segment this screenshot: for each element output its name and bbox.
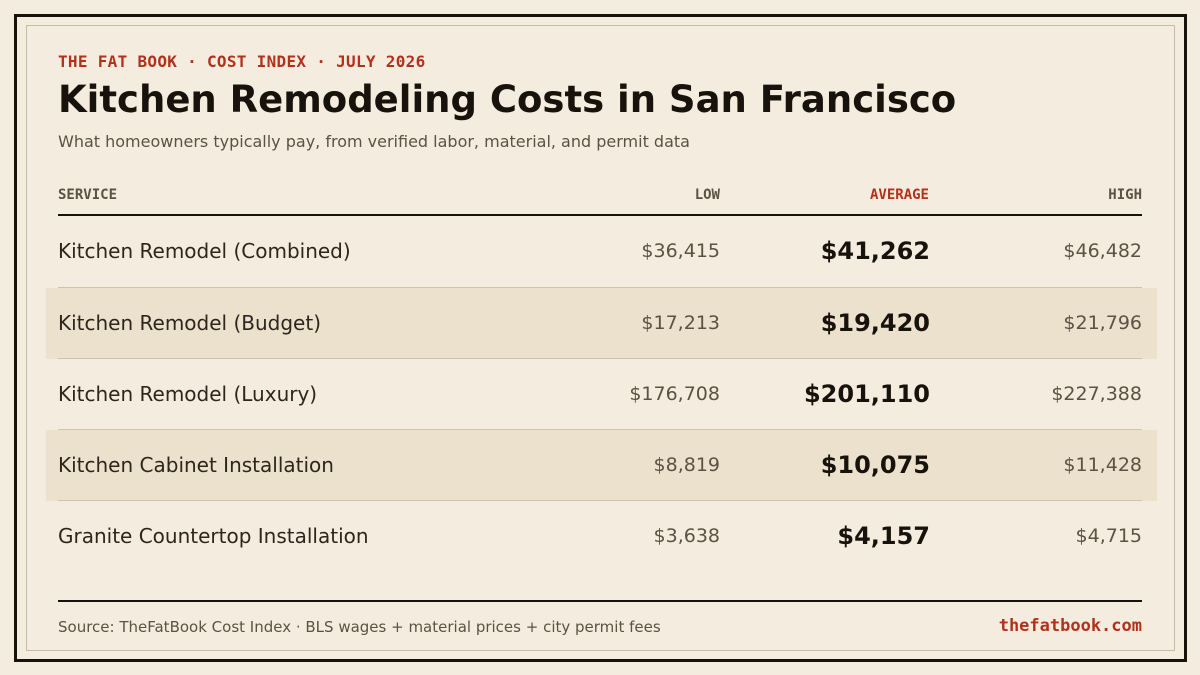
- page-subtitle: What homeowners typically pay, from veri…: [58, 132, 690, 151]
- average-price: $41,262: [820, 237, 930, 265]
- low-price: $176,708: [629, 383, 720, 405]
- high-price: $4,715: [1075, 525, 1142, 547]
- table-row: Granite Countertop Installation $3,638 $…: [46, 501, 1157, 572]
- average-price: $19,420: [820, 309, 930, 337]
- average-price: $201,110: [803, 380, 930, 408]
- table-row: Kitchen Cabinet Installation $8,819 $10,…: [46, 430, 1157, 501]
- inner-frame: [26, 25, 1175, 651]
- low-price: $17,213: [641, 312, 720, 334]
- high-price: $46,482: [1063, 240, 1142, 262]
- table-row: Kitchen Remodel (Luxury) $176,708 $201,1…: [46, 359, 1157, 430]
- kicker: THE FAT BOOK · COST INDEX · JULY 2026: [58, 52, 426, 71]
- column-header-low: LOW: [694, 187, 720, 203]
- column-header-average: AVERAGE: [869, 187, 929, 203]
- low-price: $36,415: [641, 240, 720, 262]
- header-rule: [58, 214, 1142, 216]
- service-name: Kitchen Cabinet Installation: [58, 453, 334, 477]
- low-price: $3,638: [653, 525, 720, 547]
- table-row: Kitchen Remodel (Combined) $36,415 $41,2…: [46, 216, 1157, 287]
- low-price: $8,819: [653, 454, 720, 476]
- footer-rule: [58, 600, 1142, 602]
- column-header-high: HIGH: [1108, 187, 1142, 203]
- row-divider: [58, 358, 1142, 359]
- high-price: $11,428: [1063, 454, 1142, 476]
- page-title: Kitchen Remodeling Costs in San Francisc…: [58, 78, 957, 121]
- service-name: Granite Countertop Installation: [58, 524, 369, 548]
- row-divider: [58, 429, 1142, 430]
- high-price: $21,796: [1063, 312, 1142, 334]
- source-note: Source: TheFatBook Cost Index · BLS wage…: [58, 618, 661, 636]
- service-name: Kitchen Remodel (Budget): [58, 311, 321, 335]
- outer-frame: [14, 14, 1187, 662]
- service-name: Kitchen Remodel (Luxury): [58, 382, 318, 406]
- service-name: Kitchen Remodel (Combined): [58, 239, 351, 263]
- average-price: $10,075: [820, 451, 930, 479]
- average-price: $4,157: [837, 522, 930, 550]
- row-divider: [58, 287, 1142, 288]
- high-price: $227,388: [1051, 383, 1142, 405]
- site-link[interactable]: thefatbook.com: [998, 616, 1142, 636]
- row-divider: [58, 500, 1142, 501]
- table-row: Kitchen Remodel (Budget) $17,213 $19,420…: [46, 288, 1157, 359]
- column-header-service: SERVICE: [58, 187, 118, 203]
